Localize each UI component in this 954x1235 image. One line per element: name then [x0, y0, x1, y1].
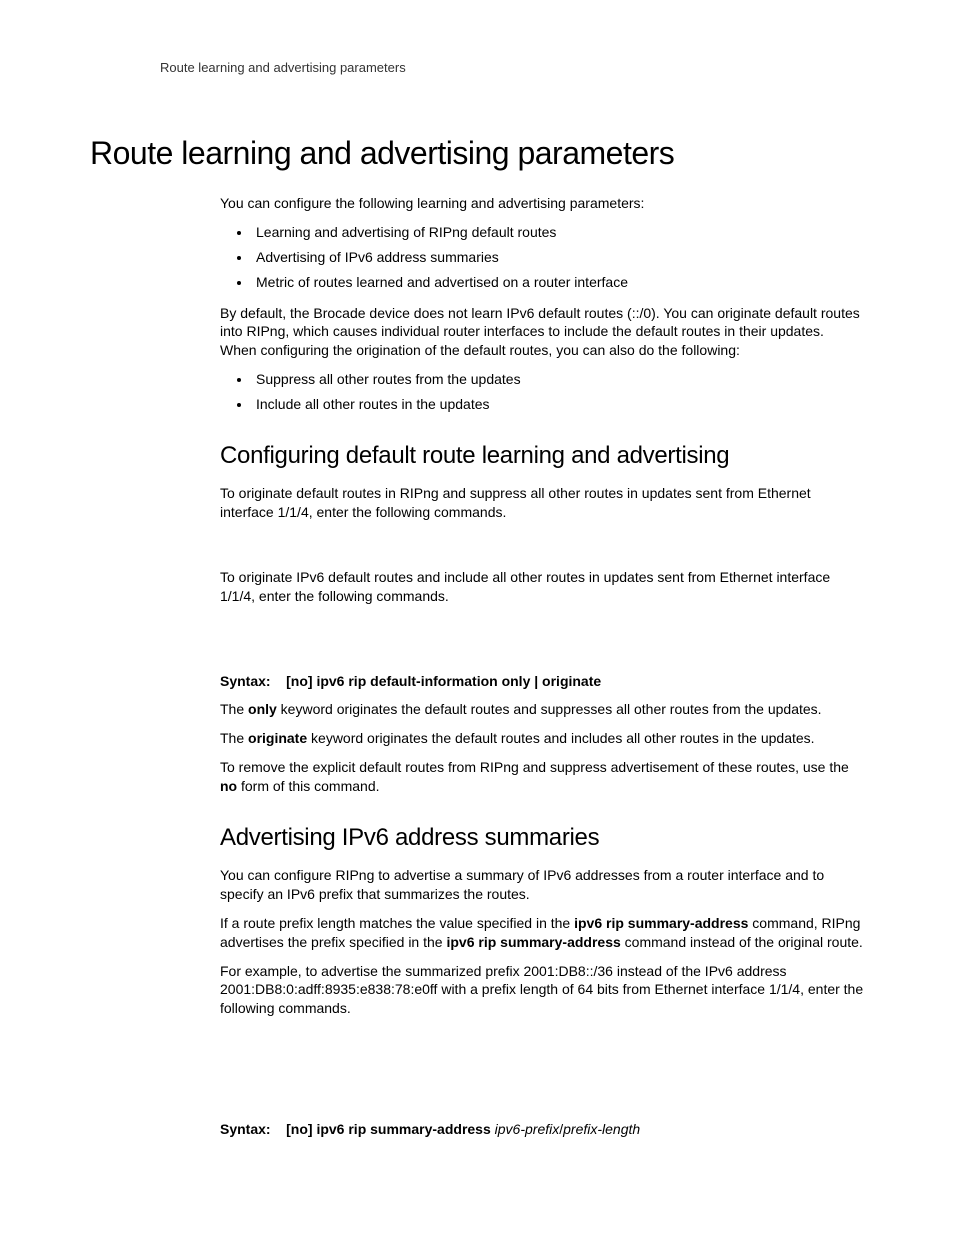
intro-para-2: By default, the Brocade device does not …	[220, 304, 864, 361]
list-item: Advertising of IPv6 address summaries	[252, 248, 864, 267]
list-item: Suppress all other routes from the updat…	[252, 370, 864, 389]
syntax-body-bold: [no] ipv6 rip summary-address	[286, 1121, 491, 1137]
text: To remove the explicit default routes fr…	[220, 759, 849, 775]
section-title-advertising: Advertising IPv6 address summaries	[220, 824, 864, 852]
spacer	[220, 1028, 864, 1064]
list-item: Metric of routes learned and advertised …	[252, 273, 864, 292]
text: If a route prefix length matches the val…	[220, 915, 574, 931]
sec2-p3: For example, to advertise the summarized…	[220, 962, 864, 1019]
list-item: Learning and advertising of RIPng defaul…	[252, 223, 864, 242]
sec1-p5: To remove the explicit default routes fr…	[220, 758, 864, 796]
syntax-label: Syntax:	[220, 1121, 271, 1137]
syntax-body-ital2: prefix-length	[563, 1121, 640, 1137]
syntax-body-ital: ipv6-prefix	[491, 1121, 559, 1137]
page-title: Route learning and advertising parameter…	[90, 135, 864, 172]
text: keyword originates the default routes an…	[307, 730, 814, 746]
text: keyword originates the default routes an…	[277, 701, 822, 717]
keyword-originate: originate	[248, 730, 307, 746]
sec1-p4: The originate keyword originates the def…	[220, 729, 864, 748]
intro-bullets-1: Learning and advertising of RIPng defaul…	[220, 223, 864, 292]
running-header: Route learning and advertising parameter…	[160, 60, 864, 75]
keyword-only: only	[248, 701, 277, 717]
spacer	[220, 532, 864, 568]
cmd-summary-address: ipv6 rip summary-address	[574, 915, 748, 931]
sec1-p3: The only keyword originates the default …	[220, 700, 864, 719]
list-item: Include all other routes in the updates	[252, 395, 864, 414]
spacer	[220, 1064, 864, 1100]
sec1-p2: To originate IPv6 default routes and inc…	[220, 568, 864, 606]
body: You can configure the following learning…	[220, 194, 864, 1139]
spacer	[220, 616, 864, 652]
page: Route learning and advertising parameter…	[0, 0, 954, 1235]
intro-lead: You can configure the following learning…	[220, 194, 864, 213]
syntax-line-2: Syntax: [no] ipv6 rip summary-address ip…	[220, 1120, 864, 1139]
syntax-space	[274, 1121, 282, 1137]
text: The	[220, 701, 248, 717]
syntax-space	[274, 673, 282, 689]
sec2-p1: You can configure RIPng to advertise a s…	[220, 866, 864, 904]
syntax-line-1: Syntax: [no] ipv6 rip default-informatio…	[220, 672, 864, 691]
text: The	[220, 730, 248, 746]
text: command instead of the original route.	[621, 934, 863, 950]
text: form of this command.	[237, 778, 379, 794]
sec1-p1: To originate default routes in RIPng and…	[220, 484, 864, 522]
sec2-p2: If a route prefix length matches the val…	[220, 914, 864, 952]
syntax-label: Syntax:	[220, 673, 271, 689]
intro-bullets-2: Suppress all other routes from the updat…	[220, 370, 864, 414]
keyword-no: no	[220, 778, 237, 794]
syntax-body: [no] ipv6 rip default-information only |…	[286, 673, 601, 689]
section-title-configuring: Configuring default route learning and a…	[220, 442, 864, 470]
cmd-summary-address: ipv6 rip summary-address	[446, 934, 620, 950]
